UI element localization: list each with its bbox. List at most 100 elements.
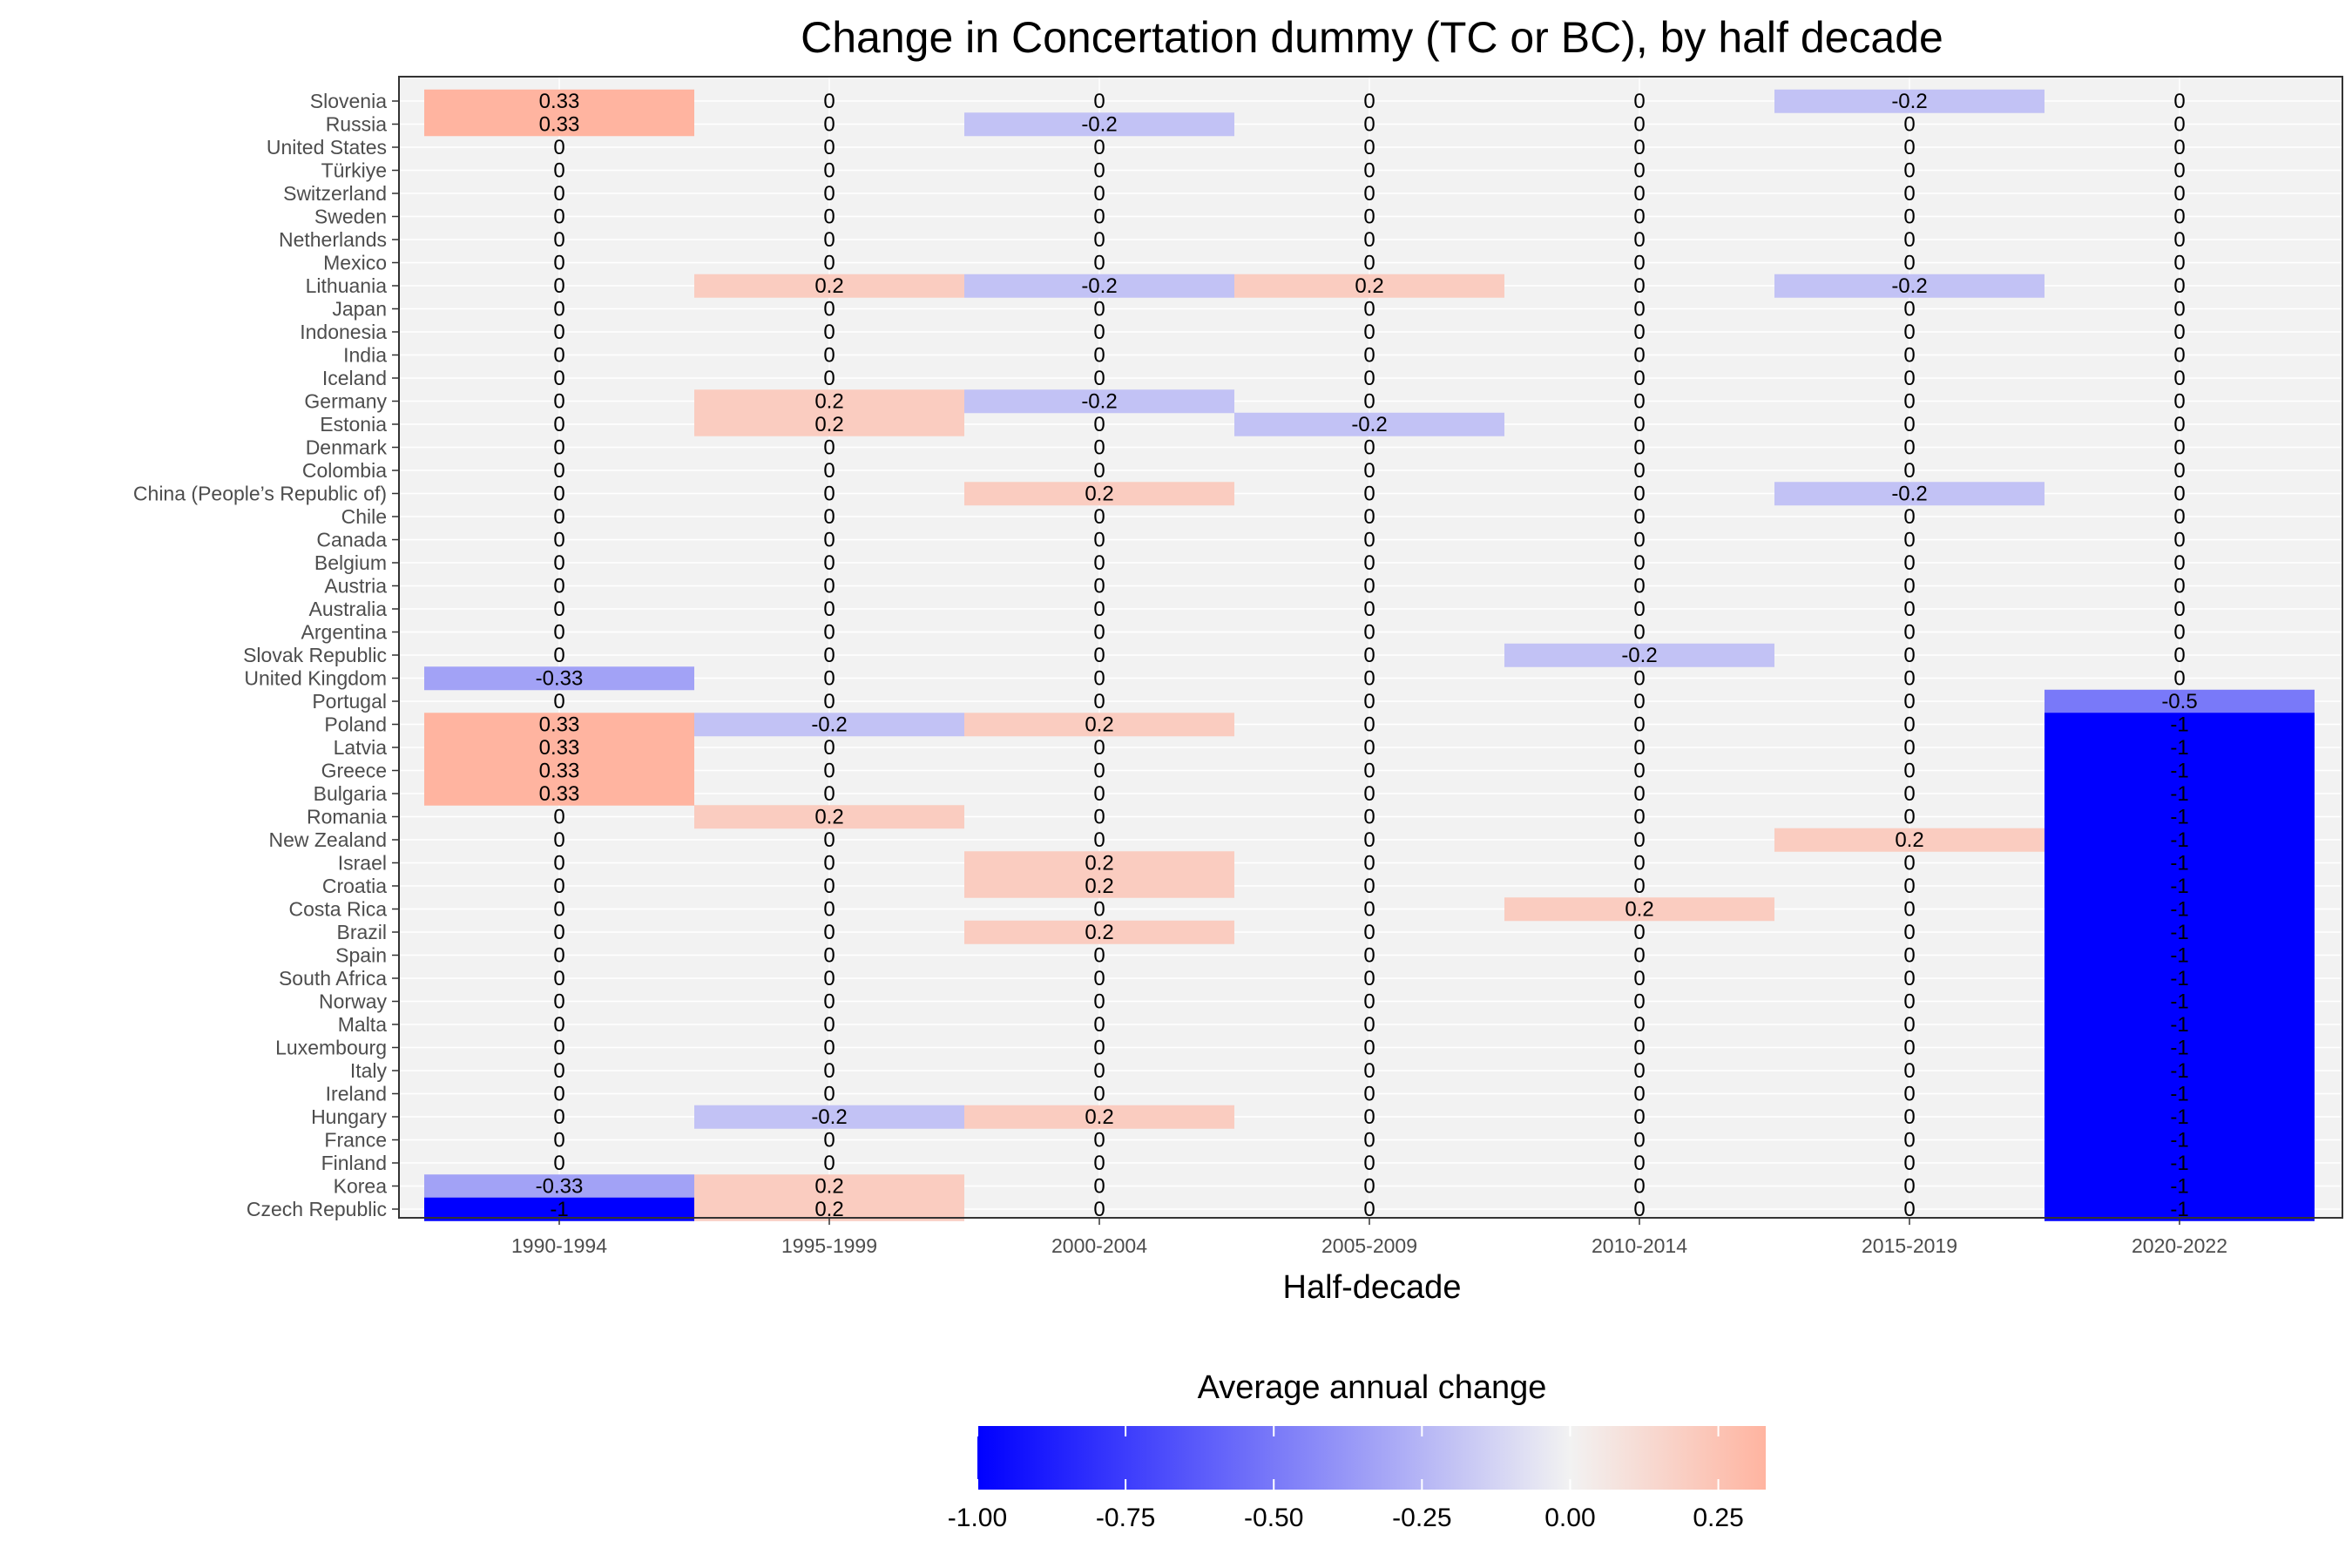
cell-value-label: 0 bbox=[2173, 228, 2185, 252]
cell-value-label: 0 bbox=[1633, 990, 1645, 1014]
cell-value-label: -0.33 bbox=[536, 1175, 584, 1199]
cell-value-label: 0 bbox=[1633, 159, 1645, 183]
cell-value-label: 0 bbox=[823, 459, 835, 483]
cell-value-label: 0 bbox=[553, 898, 564, 922]
cell-value-label: 0 bbox=[553, 551, 564, 575]
y-tick-label: China (People’s Republic of) bbox=[133, 483, 387, 505]
cell-value-label: 0 bbox=[553, 644, 564, 667]
cell-value-label: 0 bbox=[1363, 852, 1375, 875]
heatmap-cell bbox=[2044, 1036, 2315, 1060]
cell-value-label: 0 bbox=[1093, 1083, 1105, 1106]
heatmap-cell bbox=[2044, 897, 2315, 922]
cell-value-label: 0 bbox=[2173, 321, 2185, 344]
cell-value-label: 0 bbox=[1903, 228, 1915, 252]
cell-value-label: 0 bbox=[1093, 1013, 1105, 1037]
heatmap-cell bbox=[694, 1174, 964, 1199]
cell-value-label: 0 bbox=[1633, 598, 1645, 621]
cell-value-label: 0 bbox=[1903, 551, 1915, 575]
y-tick-label: Italy bbox=[350, 1059, 388, 1082]
y-tick-label: Chile bbox=[341, 505, 387, 528]
cell-value-label: -1 bbox=[2170, 760, 2188, 783]
heatmap-cell bbox=[1774, 482, 2044, 506]
y-tick-label: Denmark bbox=[306, 436, 388, 459]
cell-value-label: 0 bbox=[1633, 113, 1645, 137]
cell-value-label: 0 bbox=[1633, 713, 1645, 737]
cell-value-label: 0 bbox=[2173, 159, 2185, 183]
cell-value-label: 0 bbox=[1363, 667, 1375, 691]
cell-value-label: 0 bbox=[1903, 182, 1915, 206]
cell-value-label: 0 bbox=[2173, 598, 2185, 621]
cell-value-label: 0 bbox=[823, 944, 835, 968]
cell-value-label: -0.2 bbox=[1081, 390, 1117, 414]
cell-value-label: 0 bbox=[1633, 252, 1645, 275]
x-tick-label: 1990-1994 bbox=[511, 1234, 607, 1257]
cell-value-label: -0.2 bbox=[1891, 274, 1927, 298]
cell-value-label: 0 bbox=[553, 598, 564, 621]
cell-value-label: 0 bbox=[1903, 390, 1915, 414]
cell-value-label: 0 bbox=[1903, 760, 1915, 783]
cell-value-label: 0 bbox=[553, 436, 564, 460]
y-tick-label: Japan bbox=[332, 298, 387, 321]
cell-value-label: 0 bbox=[823, 252, 835, 275]
heatmap-cell bbox=[964, 389, 1234, 414]
cell-value-label: 0 bbox=[1093, 782, 1105, 806]
cell-value-label: 0 bbox=[1363, 436, 1375, 460]
cell-value-label: 0 bbox=[2173, 529, 2185, 552]
x-tick-label: 2010-2014 bbox=[1592, 1234, 1687, 1257]
cell-value-label: 0 bbox=[1633, 1152, 1645, 1175]
cell-value-label: 0 bbox=[823, 344, 835, 368]
cell-value-label: 0 bbox=[1903, 1037, 1915, 1060]
y-tick-label: Germany bbox=[304, 390, 387, 413]
cell-value-label: 0 bbox=[1903, 1083, 1915, 1106]
cell-value-label: 0 bbox=[2173, 252, 2185, 275]
cell-value-label: 0 bbox=[1633, 1198, 1645, 1221]
cell-value-label: 0 bbox=[1633, 459, 1645, 483]
cell-value-label: 0 bbox=[1093, 621, 1105, 645]
heatmap-cell bbox=[424, 759, 694, 783]
cell-value-label: 0 bbox=[1903, 1013, 1915, 1037]
cell-value-label: 0 bbox=[1363, 483, 1375, 506]
cell-value-label: 0 bbox=[1093, 459, 1105, 483]
cell-value-label: 0 bbox=[1363, 367, 1375, 390]
heatmap-cell bbox=[2044, 966, 2315, 990]
cell-value-label: 0 bbox=[1633, 1013, 1645, 1037]
cell-value-label: -0.5 bbox=[2161, 690, 2197, 713]
cell-value-label: 0 bbox=[1093, 505, 1105, 529]
cell-value-label: 0 bbox=[1633, 551, 1645, 575]
cell-value-label: 0.2 bbox=[814, 390, 843, 414]
cell-value-label: 0 bbox=[1903, 321, 1915, 344]
plot-panel bbox=[399, 77, 2342, 1218]
cell-value-label: 0 bbox=[823, 505, 835, 529]
heatmap-cell bbox=[964, 274, 1234, 298]
cell-value-label: 0 bbox=[1633, 760, 1645, 783]
cell-value-label: 0 bbox=[1903, 875, 1915, 898]
cell-value-label: 0.2 bbox=[814, 274, 843, 298]
y-tick-label: Estonia bbox=[320, 413, 387, 436]
y-tick-label: Czech Republic bbox=[247, 1198, 387, 1220]
cell-value-label: 0 bbox=[823, 852, 835, 875]
cell-value-label: 0 bbox=[1363, 898, 1375, 922]
heatmap-cell bbox=[2044, 851, 2315, 875]
cell-value-label: 0 bbox=[553, 1129, 564, 1152]
heatmap-cell bbox=[2044, 1151, 2315, 1175]
cell-value-label: 0 bbox=[1363, 944, 1375, 968]
cell-value-label: -0.2 bbox=[1891, 483, 1927, 506]
cell-value-label: 0.2 bbox=[814, 1175, 843, 1199]
legend-tick-label: -1.00 bbox=[948, 1504, 1007, 1532]
cell-value-label: 0 bbox=[1093, 644, 1105, 667]
cell-value-label: 0 bbox=[553, 1037, 564, 1060]
legend-tick-label: -0.75 bbox=[1096, 1504, 1155, 1532]
cell-value-label: 0 bbox=[1633, 1105, 1645, 1129]
y-tick-label: United Kingdom bbox=[244, 667, 387, 690]
cell-value-label: 0 bbox=[823, 1129, 835, 1152]
cell-value-label: 0 bbox=[1363, 505, 1375, 529]
cell-value-label: 0 bbox=[823, 113, 835, 137]
cell-value-label: 0 bbox=[553, 828, 564, 852]
heatmap-cell bbox=[424, 713, 694, 737]
cell-value-label: 0 bbox=[1903, 852, 1915, 875]
cell-value-label: 0 bbox=[1363, 182, 1375, 206]
heatmap-cell bbox=[1504, 643, 1774, 667]
cell-value-label: 0 bbox=[1903, 898, 1915, 922]
cell-value-label: 0 bbox=[553, 575, 564, 598]
